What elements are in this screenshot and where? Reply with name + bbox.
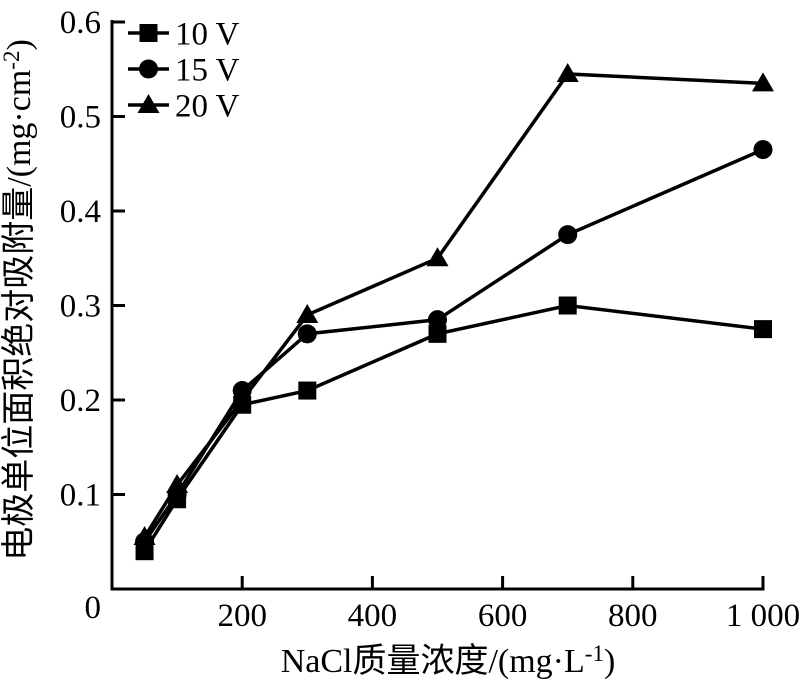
series-10-v-marker — [428, 324, 447, 343]
series-15-v-marker — [558, 225, 578, 245]
y-tick-label: 0.6 — [60, 5, 101, 41]
y-tick-label: 0.3 — [60, 289, 101, 325]
y-tick-label: 0.2 — [60, 383, 101, 419]
series-20-v-marker — [556, 62, 579, 82]
x-axis-title: NaCl质量浓度/(mg·L-1) — [281, 641, 616, 680]
x-tick-label: 400 — [348, 598, 398, 634]
series-10-v-marker — [298, 381, 317, 400]
x-tick-label: 600 — [478, 598, 528, 634]
x-tick-label: 200 — [217, 598, 267, 634]
x-tick-label: 800 — [608, 598, 658, 634]
series-15-v-marker — [297, 324, 317, 344]
series-10-v-marker — [233, 395, 252, 414]
x-tick-label: 1 000 — [726, 598, 800, 634]
y-tick-label: 0.1 — [60, 478, 101, 514]
series-20-v-marker — [166, 474, 189, 494]
series-15-v-marker — [753, 140, 773, 160]
series-20-v-marker — [426, 247, 449, 267]
legend-10-v-label: 10 V — [175, 17, 240, 53]
series-20-v-marker — [133, 526, 156, 546]
series-15-v-marker — [428, 310, 447, 330]
legend-20-v-marker — [137, 94, 160, 113]
series-20-v-marker — [752, 72, 774, 92]
y-tick-label: 0.4 — [60, 194, 101, 230]
y-axis-title: 电极单位面积绝对吸附量/(mg·cm-2) — [0, 39, 38, 561]
series-15-v-line — [143, 147, 764, 543]
legend-15-v-label: 15 V — [175, 53, 240, 89]
y-tick-label: 0.5 — [60, 100, 101, 136]
series-15-v-marker — [232, 381, 252, 401]
series-10-v-marker — [558, 296, 577, 315]
series-10-v-marker — [754, 320, 772, 339]
legend-20-v-label: 20 V — [175, 89, 240, 125]
legend-10-v-marker — [139, 24, 158, 42]
series-10-v-line — [143, 303, 764, 553]
legend-15-v-marker — [139, 59, 158, 79]
y-tick-label: 0 — [85, 590, 102, 626]
series-20-v-line — [143, 72, 764, 538]
series-20-v-marker — [296, 303, 319, 323]
